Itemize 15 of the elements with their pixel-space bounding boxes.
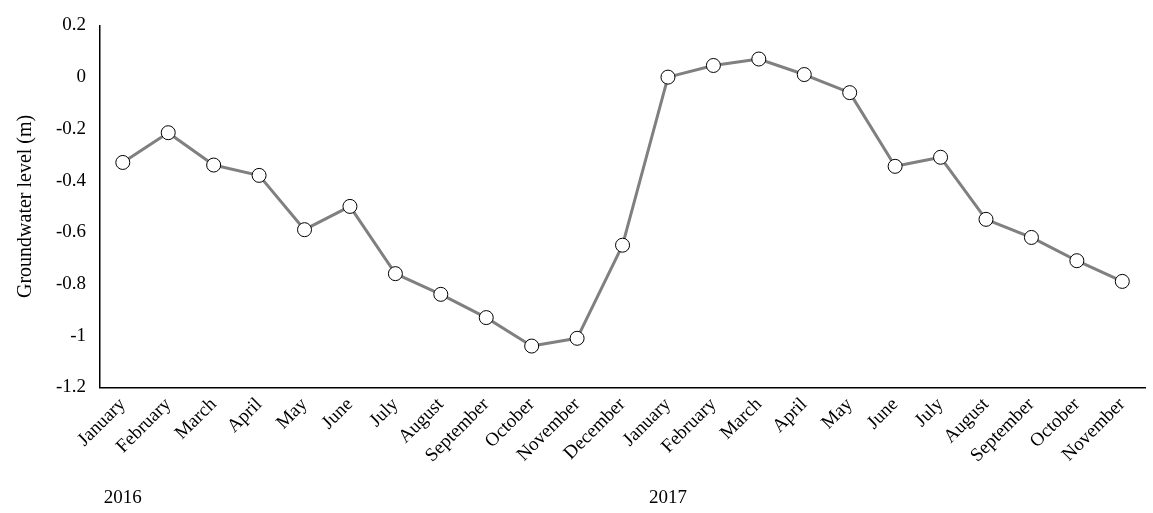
y-tick-label: -0.8 <box>56 271 87 293</box>
y-tick-label: 0 <box>76 65 87 87</box>
x-tick-label: May <box>271 392 312 433</box>
y-tick-label: -1 <box>70 323 87 345</box>
y-tick-label: -1.2 <box>56 375 87 397</box>
text: 2016 <box>103 486 142 507</box>
y-tick-label: 0.2 <box>62 13 87 35</box>
y-tick-label: -0.6 <box>56 220 87 242</box>
x-tick-label: June <box>316 392 357 433</box>
y-axis-title: Groundwater level (m) <box>13 114 37 299</box>
x-tick-label: May <box>816 392 857 433</box>
x-tick-label: June <box>862 392 902 433</box>
y-tick-label: -0.2 <box>56 116 87 138</box>
y-tick-label: -0.4 <box>56 168 87 190</box>
text: 2017 <box>648 486 687 507</box>
